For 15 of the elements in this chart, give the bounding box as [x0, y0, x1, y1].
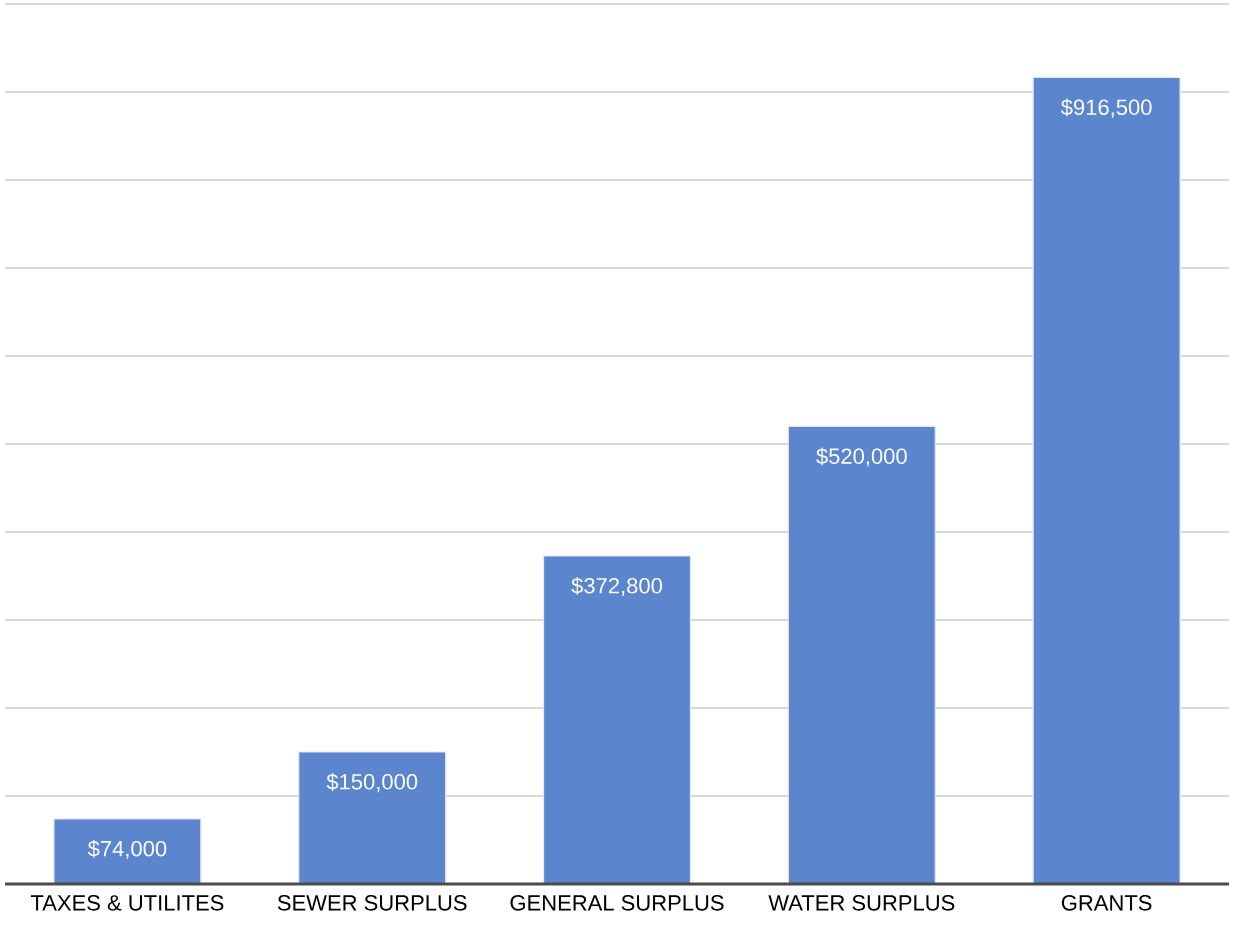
bar [1032, 76, 1181, 885]
bar [787, 425, 936, 885]
bar [542, 555, 692, 885]
data-label: $916,500 [1060, 98, 1152, 118]
x-tick-label: WATER SURPLUS [768, 895, 955, 911]
data-label: $372,800 [571, 577, 662, 597]
data-label: $150,000 [326, 773, 418, 793]
bar [53, 818, 202, 885]
x-tick-label: GENERAL SURPLUS [510, 895, 724, 911]
x-tick-label: GRANTS [1061, 895, 1152, 911]
x-tick-label: SEWER SURPLUS [277, 895, 467, 911]
bar [298, 751, 447, 885]
x-tick-label: TAXES & UTILITES [30, 895, 224, 911]
data-label: $520,000 [816, 447, 907, 467]
data-label: $74,000 [87, 839, 167, 860]
